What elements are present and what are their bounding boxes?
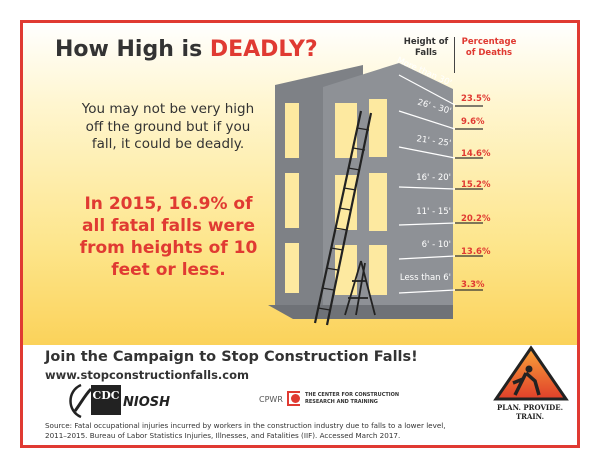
intro-text: You may not be very high off the ground … <box>81 101 255 152</box>
cpwr-name-line: RESEARCH AND TRAINING <box>305 398 378 405</box>
hhs-logo <box>69 383 93 419</box>
column-header-height: Height of Falls <box>403 37 449 58</box>
percentage-value: 13.6% <box>461 247 491 257</box>
tagline: PLAN. PROVIDE. TRAIN. <box>496 403 564 421</box>
building-illustration <box>268 63 483 326</box>
campaign-heading: Join the Campaign to Stop Construction F… <box>45 349 418 365</box>
percentage-value: 20.2% <box>461 214 491 224</box>
height-label: 6' - 10' <box>421 240 451 250</box>
column-header-percentage: Percentage of Deaths <box>461 37 517 58</box>
height-label: 11' - 15' <box>416 207 451 217</box>
cdc-logo-text: CDC <box>92 389 120 402</box>
infographic-frame: How High is DEADLY? You may not be very … <box>20 20 580 448</box>
campaign-link[interactable]: www.stopconstructionfalls.com <box>45 368 249 382</box>
niosh-logo: NIOSH <box>123 395 171 410</box>
hero-panel: How High is DEADLY? You may not be very … <box>23 23 577 345</box>
page-title: How High is DEADLY? <box>55 37 318 62</box>
cpwr-name: THE CENTER FOR CONSTRUCTION RESEARCH AND … <box>305 392 399 405</box>
percentage-value: 23.5% <box>461 94 491 104</box>
percentage-value: 14.6% <box>461 149 491 159</box>
title-emphasis: DEADLY? <box>209 37 318 62</box>
cpwr-dot-icon <box>291 394 300 403</box>
warning-triangle-logo <box>493 345 569 401</box>
title-prefix: How High is <box>55 37 210 62</box>
cpwr-logo-text: CPWR <box>259 395 283 404</box>
cdc-logo: CDC <box>91 385 121 415</box>
percentage-value: 9.6% <box>461 117 485 127</box>
percentage-value: 3.3% <box>461 280 485 290</box>
percentage-value: 15.2% <box>461 180 491 190</box>
source-note: Source: Fatal occupational injuries incu… <box>45 421 446 440</box>
header-divider <box>454 37 455 73</box>
height-label: 16' - 20' <box>416 173 451 183</box>
cpwr-bracket <box>287 391 300 406</box>
cpwr-name-line: THE CENTER FOR CONSTRUCTION <box>305 392 400 398</box>
height-label: Less than 6' <box>399 273 451 283</box>
stat-text: In 2015, 16.9% of all fatal falls were f… <box>79 194 258 280</box>
